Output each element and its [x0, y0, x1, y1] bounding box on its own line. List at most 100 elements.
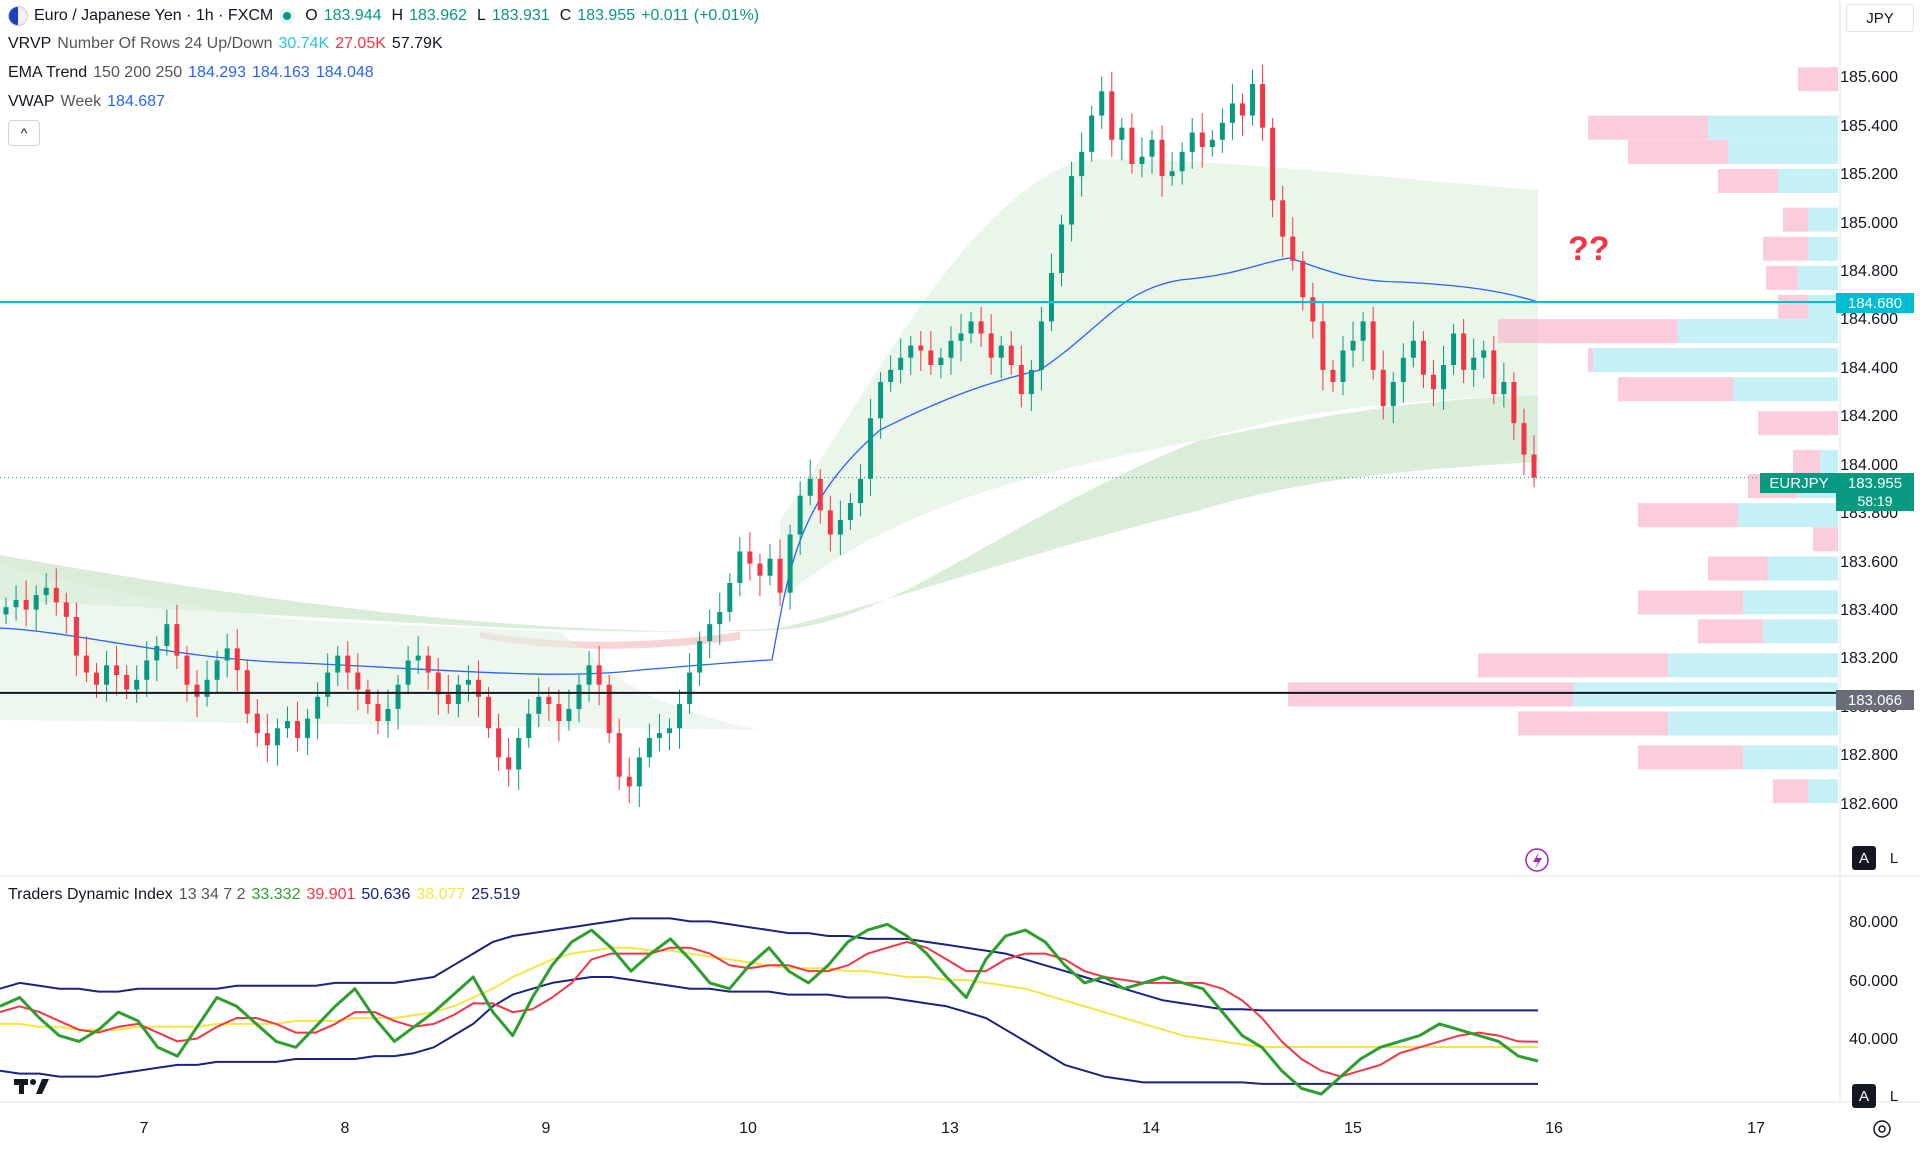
- ema-legend[interactable]: EMA Trend 150 200 250 184.293 184.163 18…: [8, 64, 374, 82]
- lightning-bolt-glyph: [1533, 852, 1542, 869]
- question-annotation[interactable]: ??: [1568, 230, 1610, 268]
- candle-body: [1109, 91, 1115, 140]
- candle-body: [214, 660, 220, 680]
- tdi-name: Traders Dynamic Index: [8, 886, 173, 903]
- vwap-legend[interactable]: VWAP Week 184.687: [8, 93, 165, 111]
- volume-profile-down-bar: [1783, 207, 1808, 232]
- lightning-icon[interactable]: [1525, 848, 1549, 872]
- candle-body: [274, 728, 280, 746]
- candle-body: [1461, 333, 1467, 370]
- tdi-value-5: 25.519: [471, 886, 521, 903]
- time-axis-tick: 14: [1142, 1120, 1160, 1137]
- time-axis-tick: 9: [541, 1120, 551, 1137]
- symbol-price-tag: EURJPY: [1760, 473, 1838, 493]
- price-axis-tick: 185.200: [1840, 166, 1898, 184]
- volume-profile-down-bar: [1588, 115, 1708, 140]
- candle-body: [1310, 297, 1316, 322]
- candle-body: [1380, 369, 1386, 407]
- candle-body: [1451, 333, 1457, 365]
- currency-selector[interactable]: JPY: [1846, 4, 1914, 32]
- candle-body: [1330, 369, 1336, 382]
- candle-body: [837, 520, 843, 535]
- gear-icon[interactable]: [1873, 1120, 1891, 1138]
- log-scale-button[interactable]: L: [1889, 849, 1899, 867]
- auto-scale-button[interactable]: A: [1852, 846, 1876, 870]
- ohlc-open-key: O: [305, 7, 318, 24]
- volume-profile-down-bar: [1628, 139, 1728, 164]
- volume-profile-up-bar: [1733, 377, 1838, 402]
- volume-profile-down-bar: [1478, 653, 1668, 678]
- candle-body: [616, 733, 622, 777]
- bollinger-zone-left: [0, 565, 760, 730]
- candle-body: [767, 558, 773, 576]
- candle-body: [445, 694, 451, 705]
- candle-body: [978, 321, 984, 334]
- candle-body: [234, 648, 240, 671]
- candle-body: [1008, 345, 1014, 365]
- tdi-market-base-line: [0, 946, 1538, 1048]
- candle-body: [747, 551, 753, 564]
- tdi-axis-tick: 40.000: [1849, 1031, 1898, 1049]
- volume-profile-up-bar: [1573, 682, 1838, 707]
- price-axis-tick: 183.400: [1840, 602, 1898, 620]
- vwap-value: 184.687: [107, 93, 165, 110]
- volume-profile-down-bar: [1638, 590, 1743, 615]
- chevron-up-icon: ^: [20, 125, 28, 141]
- candle-body: [687, 672, 693, 705]
- candle-body: [697, 641, 703, 673]
- time-axis-tick: 10: [739, 1120, 757, 1137]
- candle-body: [465, 679, 471, 685]
- ohlc-open: 183.944: [323, 7, 382, 24]
- tradingview-logo-icon: [14, 1079, 49, 1094]
- volume-profile-down-bar: [1498, 319, 1678, 344]
- collapse-legend-button[interactable]: ^: [8, 120, 40, 146]
- volume-profile-up-bar: [1820, 449, 1838, 474]
- candle-body: [435, 672, 441, 695]
- ema-value-1: 184.293: [188, 64, 246, 81]
- tdi-legend[interactable]: Traders Dynamic Index 13 34 7 2 33.332 3…: [8, 886, 520, 904]
- candle-body: [1028, 369, 1034, 395]
- vrvp-legend[interactable]: VRVP Number Of Rows 24 Up/Down 30.74K 27…: [8, 35, 443, 53]
- price-axis-tick: 184.000: [1840, 456, 1898, 474]
- candle-body: [566, 708, 572, 722]
- candle-body: [928, 350, 934, 365]
- price-axis-tick: 185.600: [1840, 69, 1898, 87]
- price-axis-tick: 184.200: [1840, 408, 1898, 426]
- candle-body: [1370, 321, 1376, 370]
- candle-body: [757, 563, 763, 576]
- candle-body: [586, 665, 592, 685]
- candle-body: [315, 696, 321, 719]
- volume-profile-down-bar: [1618, 377, 1733, 402]
- tdi-auto-scale-button[interactable]: A: [1852, 1084, 1876, 1108]
- volume-profile-down-bar: [1588, 348, 1593, 373]
- candle-body: [787, 534, 793, 593]
- volume-profile-up-bar: [1738, 503, 1838, 528]
- candle-body: [797, 495, 803, 535]
- candle-body: [1260, 84, 1266, 128]
- vrvp-down-volume: 27.05K: [335, 35, 386, 52]
- candle-body: [888, 369, 894, 382]
- candle-body: [868, 418, 874, 479]
- candle-body: [33, 595, 39, 610]
- volume-profile-down-bar: [1793, 449, 1820, 474]
- symbol-flag-icon: [8, 6, 28, 26]
- candle-body: [134, 679, 140, 690]
- candle-body: [536, 696, 542, 714]
- tdi-log-scale-button[interactable]: L: [1889, 1087, 1899, 1105]
- time-axis-tick: 16: [1545, 1120, 1563, 1137]
- candle-body: [636, 757, 642, 787]
- candle-body: [264, 733, 270, 746]
- candle-body: [968, 321, 974, 334]
- candle-body: [998, 345, 1004, 358]
- ohlc-close: 183.955: [577, 7, 636, 24]
- candle-body: [727, 582, 733, 613]
- price-axis-tick: 182.800: [1840, 747, 1898, 765]
- time-axis-tick: 8: [340, 1120, 350, 1137]
- candle-body: [1149, 139, 1155, 157]
- symbol-header[interactable]: Euro / Japanese Yen · 1h · FXCM O 183.944…: [8, 6, 759, 26]
- candlestick-series: [3, 64, 1537, 807]
- candle-body: [1471, 357, 1477, 370]
- price-axis-tick: 183.200: [1840, 650, 1898, 668]
